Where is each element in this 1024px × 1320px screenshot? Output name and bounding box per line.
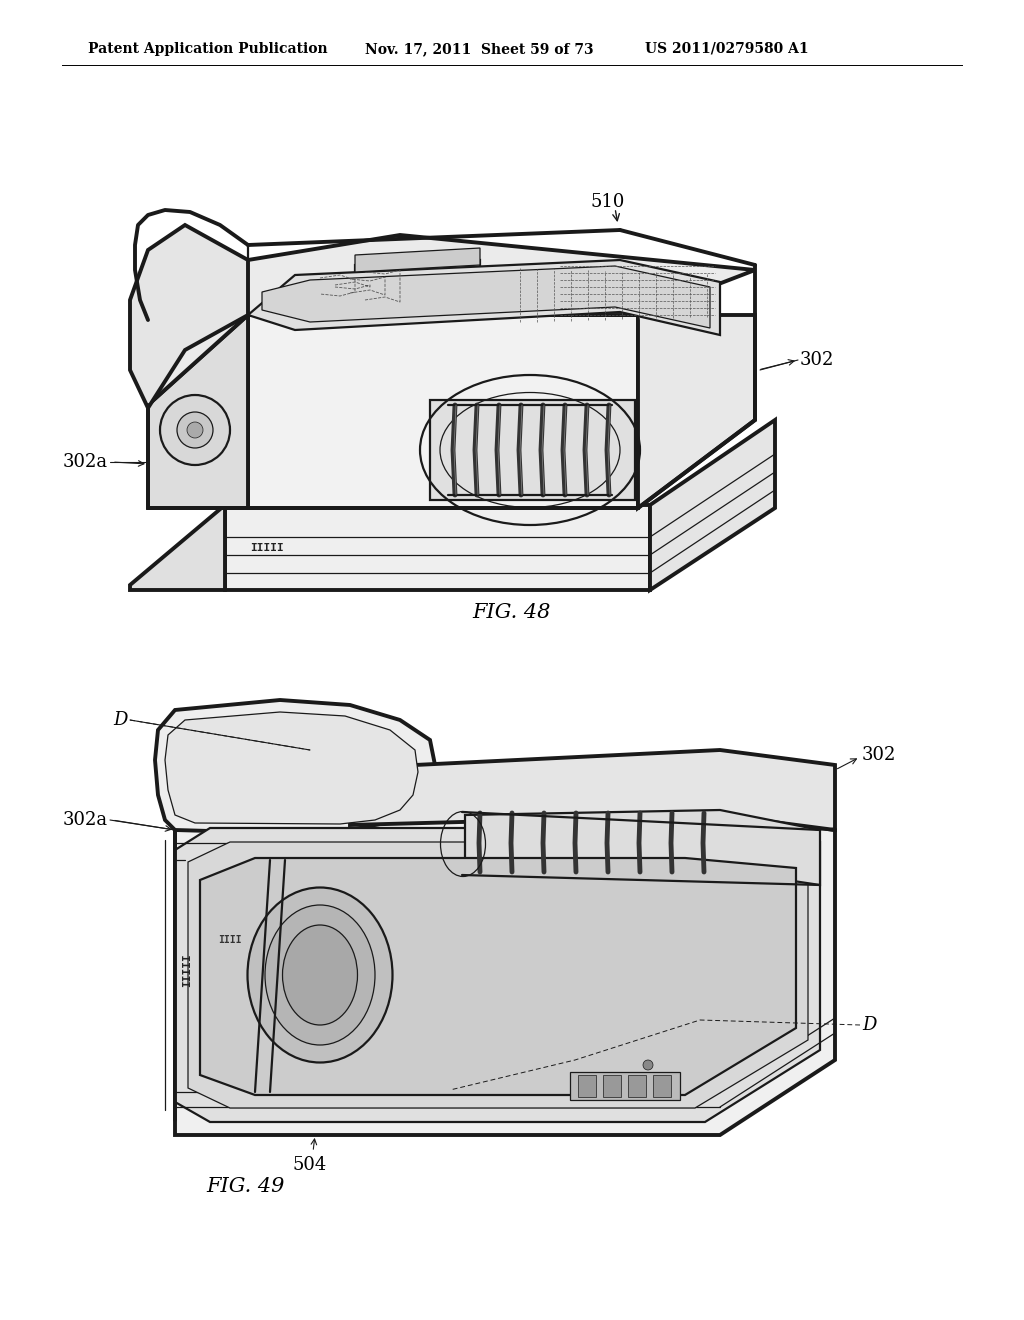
Text: IIIII: IIIII — [250, 543, 284, 553]
Text: 510: 510 — [590, 193, 625, 211]
Polygon shape — [262, 267, 710, 327]
Ellipse shape — [248, 887, 392, 1063]
Polygon shape — [650, 420, 775, 590]
Polygon shape — [148, 315, 248, 508]
Ellipse shape — [283, 925, 357, 1026]
Text: 302a: 302a — [62, 810, 108, 829]
Circle shape — [177, 412, 213, 447]
Polygon shape — [355, 248, 480, 272]
Text: 302: 302 — [800, 351, 835, 370]
Polygon shape — [638, 315, 755, 508]
Circle shape — [187, 422, 203, 438]
Polygon shape — [175, 828, 820, 1122]
Text: D: D — [862, 1016, 877, 1034]
Polygon shape — [165, 711, 418, 824]
Circle shape — [643, 1060, 653, 1071]
Text: 302: 302 — [862, 746, 896, 764]
Polygon shape — [155, 700, 435, 833]
Polygon shape — [130, 506, 225, 590]
Text: IIII: IIII — [218, 935, 242, 945]
Circle shape — [160, 395, 230, 465]
Text: IIIII: IIIII — [182, 953, 193, 987]
Polygon shape — [200, 858, 796, 1096]
Polygon shape — [653, 1074, 671, 1097]
Polygon shape — [570, 1072, 680, 1100]
Polygon shape — [248, 260, 720, 335]
Polygon shape — [355, 260, 480, 280]
Polygon shape — [248, 315, 638, 508]
Text: 302a: 302a — [62, 453, 108, 471]
Text: FIG. 49: FIG. 49 — [206, 1177, 285, 1196]
Polygon shape — [430, 400, 635, 500]
Polygon shape — [628, 1074, 646, 1097]
Text: 504: 504 — [293, 1156, 327, 1173]
Polygon shape — [225, 506, 650, 590]
Polygon shape — [578, 1074, 596, 1097]
Ellipse shape — [265, 906, 375, 1045]
Polygon shape — [188, 842, 808, 1107]
Polygon shape — [130, 224, 248, 408]
Polygon shape — [148, 235, 755, 405]
Text: Patent Application Publication: Patent Application Publication — [88, 42, 328, 55]
Text: FIG. 48: FIG. 48 — [473, 602, 551, 622]
Text: Nov. 17, 2011  Sheet 59 of 73: Nov. 17, 2011 Sheet 59 of 73 — [365, 42, 594, 55]
Polygon shape — [465, 810, 820, 884]
Text: US 2011/0279580 A1: US 2011/0279580 A1 — [645, 42, 809, 55]
Polygon shape — [603, 1074, 621, 1097]
Polygon shape — [175, 810, 835, 1135]
Polygon shape — [350, 750, 835, 830]
Text: D: D — [114, 711, 128, 729]
